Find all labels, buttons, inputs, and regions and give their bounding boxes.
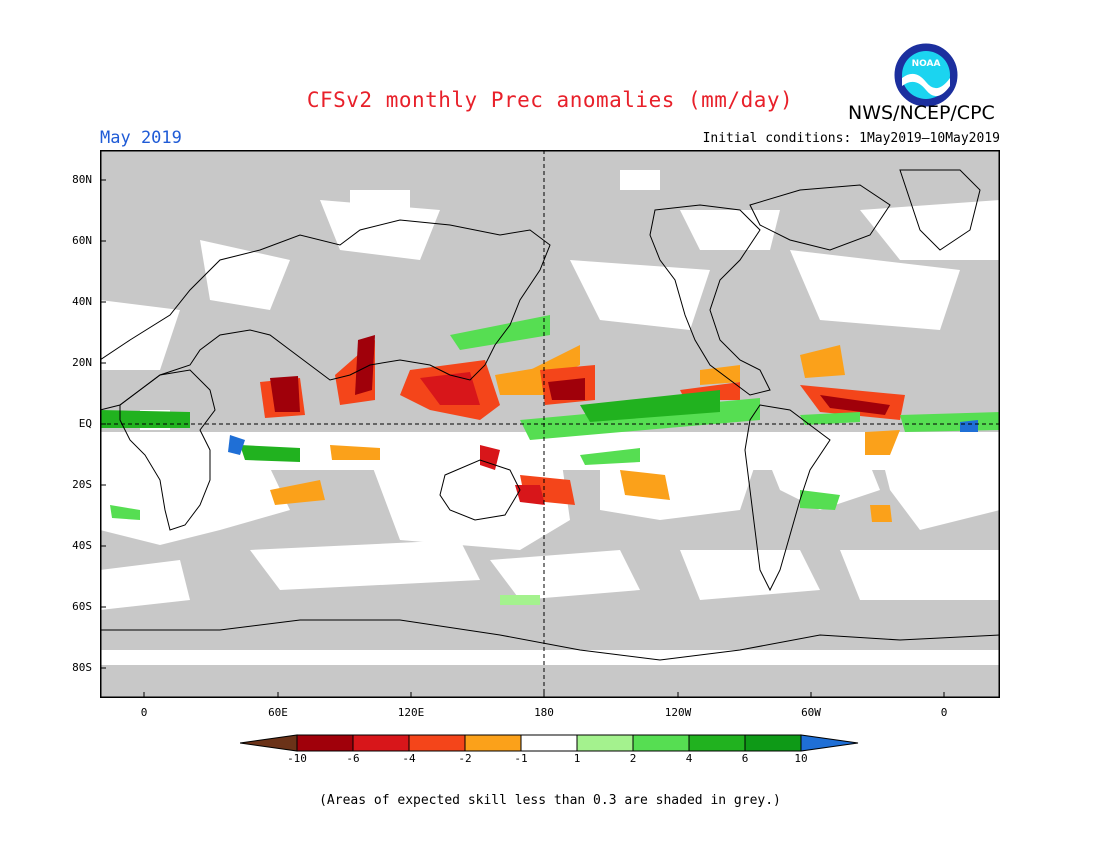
precipitation-anomaly-map [100,150,1000,698]
lat-label-40s: 40S [72,539,92,552]
lat-label-60s: 60S [72,600,92,613]
colorbar-label: 1 [573,752,581,765]
colorbar-arrow-high [800,734,859,752]
colorbar-label: -10 [287,752,307,765]
colorbar-arrow-low [240,734,298,752]
lat-label-80n: 80N [72,173,92,186]
colorbar-swatch [688,734,746,752]
colorbar-label: -2 [458,752,472,765]
initial-conditions: Initial conditions: 1May2019—10May2019 [702,131,1000,146]
lat-label-eq: EQ [78,417,92,430]
lon-label-120w: 120W [664,706,692,719]
lat-label-20s: 20S [72,478,92,491]
lon-label-60e: 60E [268,706,288,719]
lon-label-120e: 120E [397,706,425,719]
colorbar-swatch [352,734,410,752]
svg-text:NOAA: NOAA [912,59,941,69]
lat-label-80s: 80S [72,661,92,674]
colorbar-label: -1 [514,752,528,765]
colorbar [240,734,859,752]
wet-anomaly-regions [100,315,1000,605]
colorbar-label: -4 [402,752,416,765]
colorbar-swatch [744,734,802,752]
lon-label-60w: 60W [801,706,821,719]
colorbar-label: 2 [629,752,637,765]
colorbar-swatch [576,734,634,752]
map-title: CFSv2 monthly Prec anomalies (mm/day) [306,88,794,112]
lon-label-0-east: 0 [940,706,948,719]
agency-label: NWS/NCEP/CPC [848,102,995,124]
colorbar-swatch [464,734,522,752]
forecast-month: May 2019 [100,128,182,148]
skill-footnote: (Areas of expected skill less than 0.3 a… [319,793,781,808]
colorbar-swatch [408,734,466,752]
colorbar-label: -6 [346,752,360,765]
colorbar-swatch [520,734,578,752]
lon-label-180: 180 [534,706,554,719]
coastlines [100,169,1000,661]
colorbar-label: 6 [741,752,749,765]
map-frame [100,150,1000,698]
lat-label-60n: 60N [72,234,92,247]
lon-label-0: 0 [140,706,148,719]
colorbar-swatch [296,734,354,752]
noaa-logo: NOAA [893,42,959,108]
colorbar-swatch [632,734,690,752]
colorbar-label: 10 [794,752,808,765]
colorbar-label: 4 [685,752,693,765]
lat-label-20n: 20N [72,356,92,369]
lat-label-40n: 40N [72,295,92,308]
